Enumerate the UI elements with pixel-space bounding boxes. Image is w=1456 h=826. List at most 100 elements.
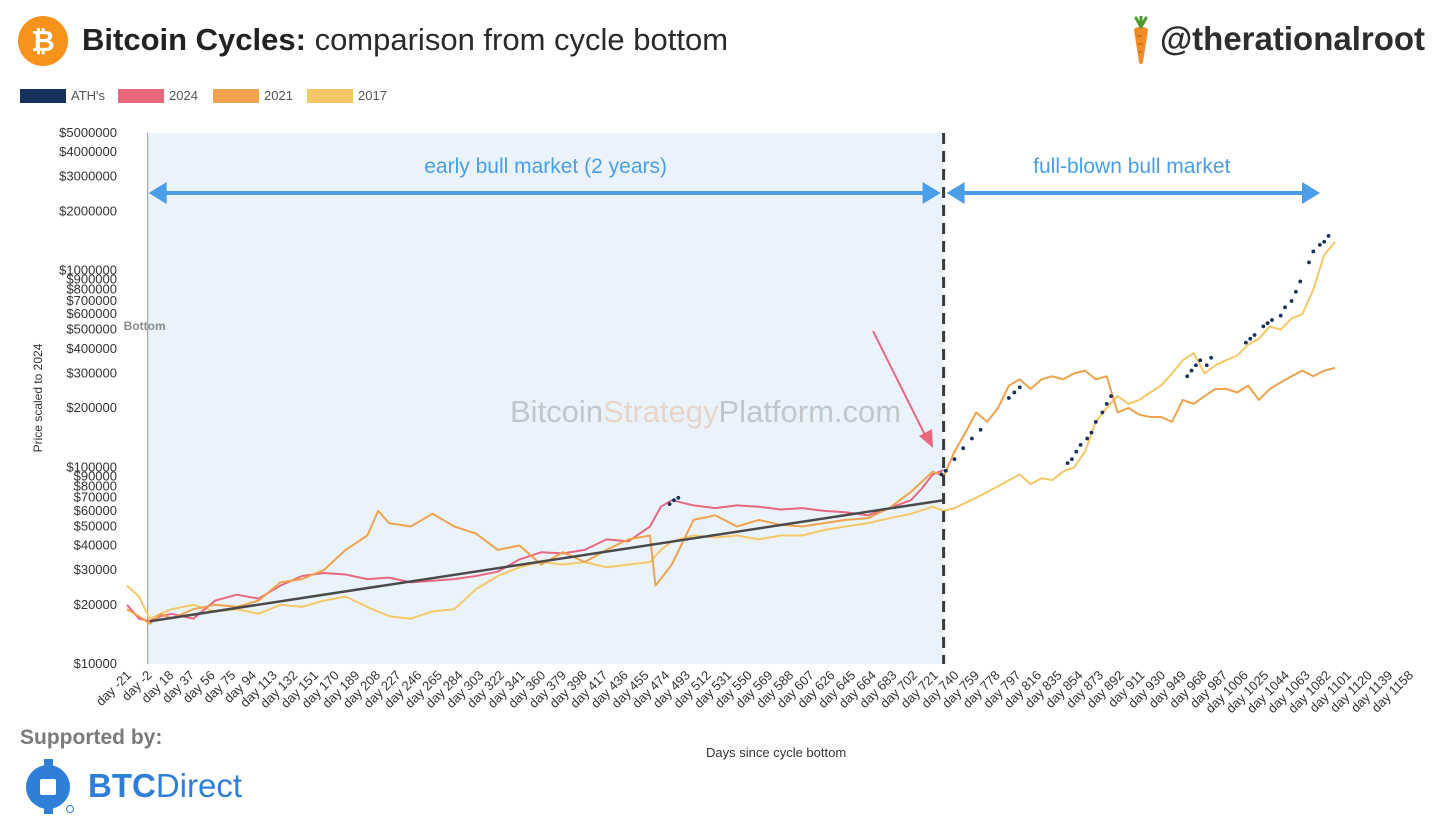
ath-marker: [1093, 420, 1098, 424]
y-tick-label-0: $10000: [74, 656, 117, 671]
y-tick-label-13: $500000: [66, 322, 117, 337]
y-axis-title: Price scaled to 2024: [31, 343, 45, 452]
ath-marker: [1006, 396, 1011, 400]
ath-marker: [1085, 436, 1090, 441]
ath-marker: [1261, 324, 1266, 329]
ath-marker: [1289, 299, 1294, 303]
watermark-part-1: Strategy: [603, 394, 719, 429]
trendline: [149, 498, 944, 623]
ath-marker: [1209, 355, 1214, 360]
y-tick-label-16: $800000: [66, 282, 117, 297]
y-tick-label-20: $3000000: [59, 169, 117, 184]
legend-swatch-2021: [213, 88, 259, 103]
ath-marker: [1065, 461, 1070, 465]
ath-marker: [1074, 449, 1079, 454]
watermark-part-3: .com: [834, 394, 901, 429]
ath-marker: [1317, 242, 1322, 247]
y-tick-label-7: $80000: [74, 478, 117, 493]
btcdirect-brand[interactable]: BTCDirect: [88, 767, 242, 805]
legend-label-2024: 2024: [169, 88, 198, 103]
y-tick-label-12: $400000: [66, 341, 117, 356]
legend-swatch-ath: [20, 88, 66, 103]
y-tick-label-9: $100000: [66, 459, 117, 474]
watermark-part-0: Bitcoin: [510, 394, 603, 429]
full-bull-arrow-head-right: [1302, 182, 1320, 204]
ath-marker: [978, 427, 983, 432]
ath-marker: [1109, 394, 1113, 398]
legend-swatch-2024: [118, 88, 164, 103]
ath-marker: [1198, 358, 1203, 363]
title-rest: comparison from cycle bottom: [305, 22, 729, 57]
full-bull-label: full-blown bull market: [1033, 155, 1230, 178]
brand-rest: Direct: [155, 767, 243, 804]
legend-item-ath[interactable]: ATH's: [20, 88, 105, 103]
ath-marker: [1189, 368, 1194, 373]
ath-marker: [1193, 363, 1198, 368]
page-title: Bitcoin Cycles: comparison from cycle bo…: [82, 22, 728, 58]
ath-marker: [1311, 249, 1316, 254]
ath-marker: [1070, 457, 1074, 462]
y-tick-label-1: $20000: [74, 597, 117, 612]
ath-marker: [1012, 390, 1017, 395]
x-axis-title: Days since cycle bottom: [706, 745, 847, 760]
y-tick-label-6: $70000: [74, 490, 117, 505]
legend-swatch-2017: [307, 88, 353, 103]
ath-marker: [1248, 336, 1253, 341]
ath-marker: [1017, 385, 1022, 390]
ath-marker: [1252, 333, 1257, 337]
y-tick-label-2: $30000: [74, 562, 117, 577]
y-tick-label-19: $2000000: [59, 203, 117, 218]
y-tick-label-10: $200000: [66, 400, 117, 415]
y-tick-label-3: $40000: [74, 538, 117, 553]
y-tick-label-8: $90000: [74, 468, 117, 483]
y-tick-label-17: $900000: [66, 272, 117, 287]
ath-marker: [961, 446, 966, 451]
early-bull-label: early bull market (2 years): [424, 155, 667, 178]
carrot-icon: [1134, 16, 1148, 65]
ath-marker: [676, 495, 681, 500]
ath-marker: [952, 457, 957, 462]
y-tick-label-4: $50000: [74, 518, 117, 533]
early-bull-arrow-head-left: [148, 182, 167, 204]
header: ₿ Bitcoin Cycles: comparison from cycle …: [0, 0, 1456, 80]
title-bold: Bitcoin Cycles:: [82, 22, 306, 57]
bitcoin-logo-icon: ₿: [18, 16, 68, 66]
legend-label-ath: ATH's: [71, 88, 106, 103]
pointer-arrow-head: [919, 429, 933, 448]
ath-marker: [943, 468, 948, 473]
ath-marker: [1294, 289, 1298, 294]
legend-label-2017: 2017: [358, 88, 387, 103]
early-bull-arrow-head-right: [922, 182, 941, 204]
ath-marker: [1322, 239, 1327, 244]
legend-item-2024[interactable]: 2024: [118, 88, 198, 103]
legend-item-2021[interactable]: 2021: [213, 88, 293, 103]
watermark-part-2: Platform: [719, 394, 834, 429]
ath-marker: [672, 498, 676, 503]
full-bull-arrow-head-left: [946, 182, 965, 204]
ath-marker: [1265, 321, 1270, 326]
early-bull-shade: [147, 133, 944, 664]
ath-marker: [1326, 233, 1331, 238]
y-tick-label-14: $600000: [66, 306, 117, 321]
btcdirect-logo-icon: [26, 759, 74, 814]
y-tick-label-22: $5000000: [59, 125, 117, 140]
y-tick-label-5: $60000: [74, 503, 117, 518]
ath-marker: [1204, 363, 1209, 368]
ath-marker: [1104, 401, 1109, 406]
ath-marker: [1298, 279, 1303, 284]
cycle-comparison-chart: Bottom$10000$20000$30000$40000$50000$600…: [31, 125, 1416, 716]
ath-marker: [1270, 318, 1274, 322]
y-tick-label-18: $1000000: [59, 263, 117, 278]
series-line-2017: [126, 241, 1336, 620]
y-tick-label-11: $300000: [66, 365, 117, 380]
bitcoin-logo-glyph: ₿: [31, 24, 55, 58]
ath-marker: [1243, 340, 1248, 345]
series-line-2024: [126, 468, 944, 623]
ath-marker: [1278, 313, 1283, 318]
ath-marker: [1089, 430, 1094, 435]
author-handle[interactable]: @therationalroot: [1160, 20, 1426, 57]
ath-marker: [1100, 410, 1105, 415]
legend-item-2017[interactable]: 2017: [307, 88, 387, 103]
ath-marker: [1307, 260, 1311, 265]
ath-marker: [969, 436, 974, 441]
